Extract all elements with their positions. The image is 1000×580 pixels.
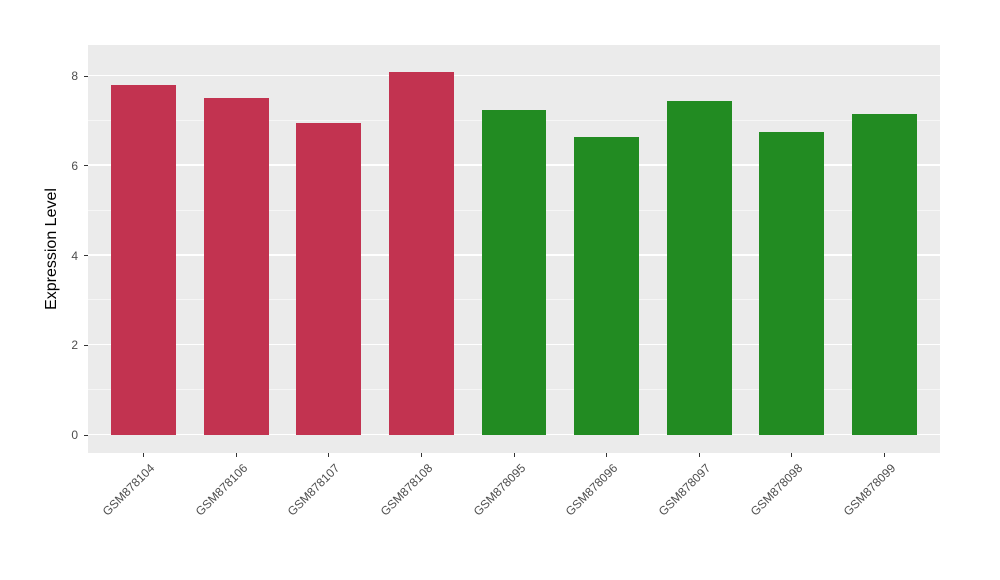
x-tick-mark [791, 453, 793, 457]
x-tick-label: GSM878106 [192, 461, 251, 519]
bar [111, 84, 176, 435]
x-tick-mark [235, 453, 237, 457]
x-tick-label: GSM878096 [562, 461, 621, 519]
y-tick-mark [84, 344, 88, 346]
y-tick-label: 6 [71, 158, 78, 173]
y-tick-mark [84, 434, 88, 436]
bar [574, 136, 639, 435]
x-tick-mark [606, 453, 608, 457]
bar [852, 114, 917, 435]
major-gridline [88, 74, 940, 76]
bar [759, 132, 825, 435]
x-tick-mark [328, 453, 330, 457]
x-tick-label: GSM878095 [470, 461, 528, 519]
y-tick-label: 4 [71, 248, 78, 263]
y-tick-mark [84, 75, 88, 77]
x-tick-mark [698, 453, 700, 457]
y-tick-label: 0 [71, 428, 78, 442]
y-tick-label: 2 [71, 338, 78, 353]
bar [666, 100, 732, 435]
y-tick-mark [84, 255, 88, 256]
x-tick-label: GSM878098 [748, 461, 806, 519]
x-tick-label: GSM878104 [99, 461, 158, 519]
x-tick-mark [883, 453, 885, 457]
bar [296, 123, 362, 435]
x-tick-mark [513, 453, 515, 457]
x-tick-mark [420, 453, 422, 457]
bar [388, 71, 454, 435]
x-tick-label: GSM878108 [377, 461, 436, 519]
bar [203, 98, 269, 435]
x-tick-label: GSM878097 [655, 461, 714, 519]
y-tick-mark [84, 165, 88, 167]
y-tick-label: 8 [71, 69, 78, 83]
plot-panel [88, 45, 940, 453]
bar [481, 109, 547, 435]
x-tick-label: GSM878107 [285, 461, 343, 519]
x-tick-mark [143, 453, 145, 457]
x-tick-label: GSM878099 [840, 461, 899, 519]
